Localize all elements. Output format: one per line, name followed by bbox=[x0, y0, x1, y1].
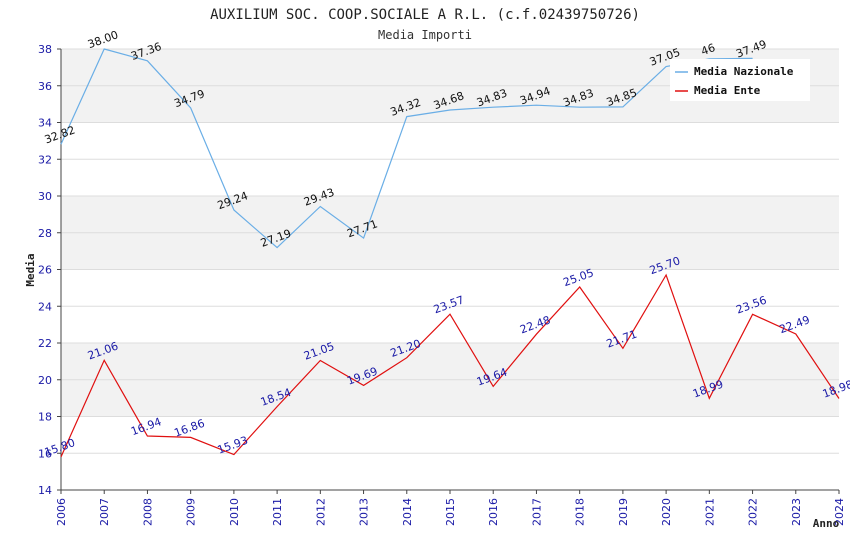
x-tick-label: 2024 bbox=[833, 498, 846, 526]
x-tick-label: 2007 bbox=[98, 498, 111, 526]
series-group bbox=[60, 48, 840, 458]
grid-band bbox=[61, 232, 839, 270]
legend-background bbox=[670, 59, 810, 101]
x-tick-label: 2014 bbox=[401, 498, 414, 526]
y-tick-label: 32 bbox=[38, 153, 52, 166]
data-label: 46 bbox=[699, 41, 717, 58]
x-tick-label: 2019 bbox=[617, 498, 630, 526]
y-tick-label: 14 bbox=[38, 484, 52, 497]
y-tick-label: 24 bbox=[38, 300, 52, 313]
x-tick-label: 2018 bbox=[574, 498, 587, 526]
x-tick-label: 2006 bbox=[55, 498, 68, 526]
x-tick-label: 2017 bbox=[530, 498, 543, 526]
legend-label-media-ente: Media Ente bbox=[694, 84, 761, 97]
data-label: 38.00 bbox=[86, 28, 120, 51]
series-line-media-nazionale bbox=[60, 48, 753, 249]
y-axis-label: Media bbox=[24, 253, 37, 286]
chart-title: AUXILIUM SOC. COOP.SOCIALE A R.L. (c.f.0… bbox=[210, 7, 640, 23]
y-tick-label: 26 bbox=[38, 264, 52, 277]
x-tick-label: 2022 bbox=[747, 498, 760, 526]
x-tick-label: 2008 bbox=[141, 498, 154, 526]
grid-band bbox=[61, 159, 839, 196]
legend: Media Nazionale Media Ente bbox=[670, 59, 810, 101]
x-tick-label: 2020 bbox=[660, 498, 673, 526]
y-axis-ticks: 14 16 18 20 22 24 26 28 30 32 34 36 38 bbox=[38, 43, 61, 497]
chart-subtitle: Media Importi bbox=[378, 28, 472, 42]
y-tick-label: 38 bbox=[38, 43, 52, 56]
x-tick-label: 2015 bbox=[444, 498, 457, 526]
grid-band bbox=[61, 343, 839, 380]
grid-band bbox=[61, 269, 839, 307]
x-tick-label: 2023 bbox=[790, 498, 803, 526]
grid-bands bbox=[60, 48, 839, 491]
x-axis-ticks: 2006 2007 2008 2009 2010 2011 2012 2013 2014 2015… bbox=[55, 490, 846, 526]
y-tick-label: 30 bbox=[38, 190, 52, 203]
y-tick-label: 22 bbox=[38, 337, 52, 350]
x-tick-label: 2012 bbox=[314, 498, 327, 526]
y-tick-label: 16 bbox=[38, 447, 52, 460]
legend-label-media-nazionale: Media Nazionale bbox=[694, 65, 794, 78]
grid-band bbox=[61, 306, 839, 343]
x-tick-label: 2011 bbox=[271, 498, 284, 526]
x-tick-label: 2016 bbox=[487, 498, 500, 526]
grid-band bbox=[61, 196, 839, 233]
x-tick-label: 2010 bbox=[228, 498, 241, 526]
series-line-media-ente bbox=[60, 273, 840, 458]
grid-band bbox=[61, 416, 839, 454]
grid-band bbox=[61, 122, 839, 160]
y-tick-label: 20 bbox=[38, 374, 52, 387]
x-tick-label: 2009 bbox=[185, 498, 198, 526]
y-tick-label: 36 bbox=[38, 80, 52, 93]
y-tick-label: 34 bbox=[38, 117, 52, 130]
x-axis-label: Anno bbox=[813, 517, 840, 530]
x-tick-label: 2021 bbox=[703, 498, 716, 526]
x-tick-label: 2013 bbox=[358, 498, 371, 526]
y-tick-label: 28 bbox=[38, 227, 52, 240]
y-tick-label: 18 bbox=[38, 411, 52, 424]
grid-band bbox=[61, 453, 839, 490]
